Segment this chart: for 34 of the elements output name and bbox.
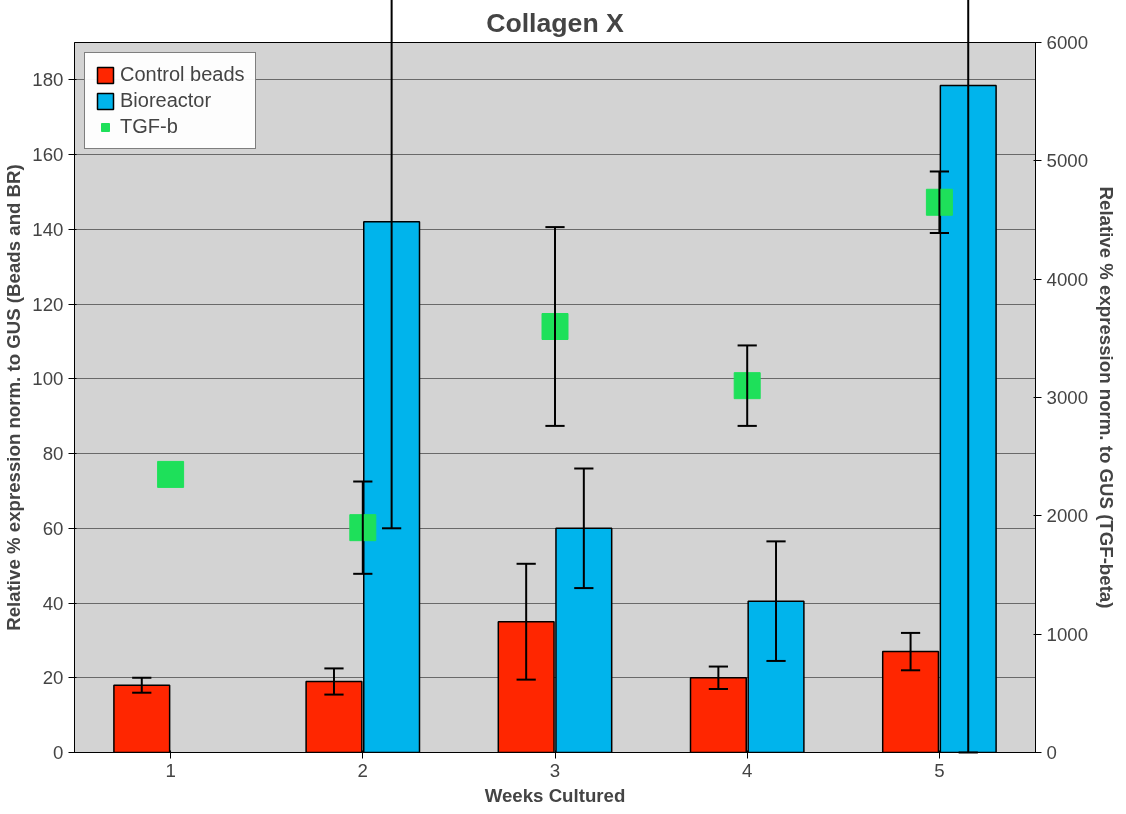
x-tick-label: 4 (742, 759, 753, 781)
y-tick-label: 180 (32, 69, 64, 91)
y-tick-label: 0 (53, 742, 64, 763)
point (157, 460, 185, 488)
y-tick-label: 160 (32, 144, 64, 166)
y2-tick-label: 5000 (1046, 150, 1089, 172)
y-tick-label: 120 (32, 293, 64, 315)
y2-tick-label: 3000 (1046, 387, 1089, 408)
chart-title: Collagen X (486, 7, 625, 38)
y2-axis-title: Relative % expression norm. to GUS (TGF-beta) (1096, 186, 1117, 609)
point (733, 372, 761, 400)
legend-label: TGF-b (120, 115, 178, 138)
y-tick-label: 80 (42, 443, 64, 465)
x-tick-label: 3 (549, 759, 561, 781)
y-tick-label: 140 (32, 218, 64, 240)
legend-label: Bioreactor (120, 89, 212, 112)
y2-tick-label: 2000 (1046, 505, 1089, 527)
y2-tick-label: 6000 (1046, 32, 1089, 53)
y-tick-label: 20 (42, 667, 64, 689)
y2-tick-label: 4000 (1046, 268, 1089, 290)
y-tick-label: 40 (42, 592, 64, 614)
y-axis-title: Relative % expression norm. to GUS (Beads and BR) (3, 164, 25, 631)
point (349, 514, 377, 542)
y-tick-label: 100 (32, 368, 64, 390)
point (541, 313, 569, 340)
point (925, 188, 953, 216)
y2-tick-label: 1000 (1046, 623, 1089, 645)
x-tick-label: 2 (357, 759, 368, 781)
x-tick-label: 5 (934, 759, 945, 781)
y-tick-label: 60 (42, 517, 64, 539)
x-axis-title: Weeks Cultured (484, 784, 626, 806)
y2-tick-label: 0 (1046, 742, 1057, 763)
x-tick-label: 1 (165, 759, 176, 781)
legend-label: Control beads (120, 63, 245, 86)
